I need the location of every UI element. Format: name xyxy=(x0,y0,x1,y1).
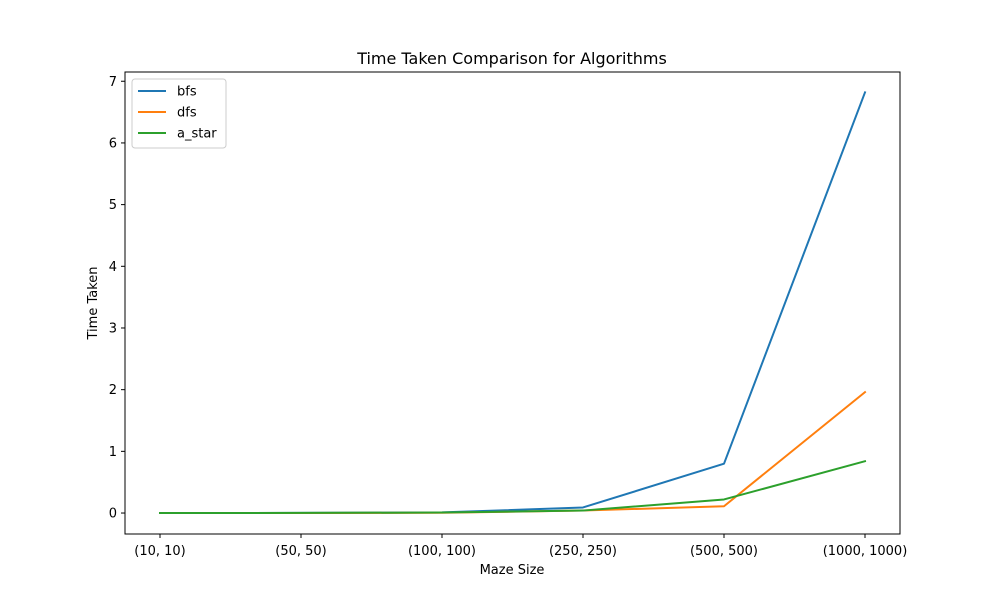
x-tick-label: (250, 250) xyxy=(549,544,617,559)
legend: bfs dfs a_star xyxy=(131,78,227,149)
x-tick-label: (1000, 1000) xyxy=(823,544,908,559)
y-tick-label: 1 xyxy=(109,445,117,460)
x-tick-label: (50, 50) xyxy=(275,544,327,559)
series-line-bfs xyxy=(158,91,867,515)
legend-label-bfs: bfs xyxy=(177,85,197,100)
y-axis: 0 1 2 3 4 5 6 7 xyxy=(109,75,125,522)
y-tick-label: 2 xyxy=(109,383,117,398)
y-tick-label: 7 xyxy=(109,75,117,90)
y-axis-label: Time Taken xyxy=(86,266,101,340)
series-line-dfs xyxy=(158,390,867,515)
legend-box xyxy=(131,78,227,149)
y-tick-label: 6 xyxy=(109,136,117,151)
y-tick-label: 0 xyxy=(109,507,117,522)
series-lines xyxy=(158,91,867,515)
plot-area xyxy=(124,71,901,535)
series-line-a-star xyxy=(158,459,867,515)
y-tick-label: 3 xyxy=(109,321,117,336)
chart-title: Time Taken Comparison for Algorithms xyxy=(356,49,667,68)
y-tick-label: 5 xyxy=(109,198,117,213)
x-tick-label: (100, 100) xyxy=(408,544,476,559)
x-axis: (10, 10) (50, 50) (100, 100) (250, 250) (500… xyxy=(134,534,907,559)
legend-label-dfs: dfs xyxy=(177,106,197,121)
x-tick-label: (500, 500) xyxy=(690,544,758,559)
legend-label-a-star: a_star xyxy=(177,127,217,142)
x-axis-label: Maze Size xyxy=(480,563,545,578)
x-tick-label: (10, 10) xyxy=(134,544,186,559)
y-tick-label: 4 xyxy=(109,260,117,275)
